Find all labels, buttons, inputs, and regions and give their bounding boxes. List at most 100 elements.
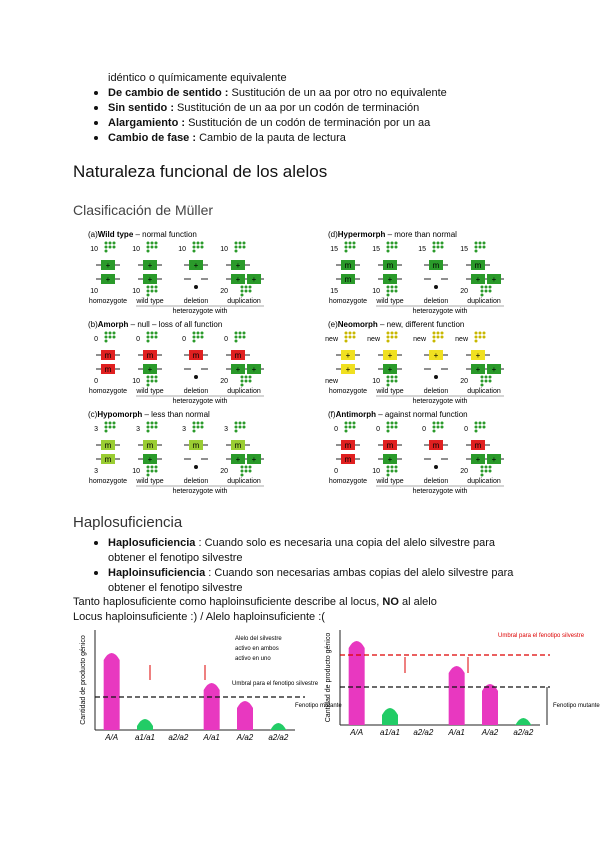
product-dot bbox=[348, 425, 352, 429]
product-dot bbox=[480, 383, 484, 387]
bullet-item: Sin sentido : Sustitución de un aa por u… bbox=[108, 101, 419, 115]
panel-title-part: Amorph bbox=[98, 320, 129, 329]
product-dot bbox=[432, 249, 436, 253]
panel-title-part: – new, different function bbox=[378, 320, 465, 329]
bullet-item: Haploinsuficiencia : Cuando son necesari… bbox=[108, 566, 513, 580]
panel-title-part: – more than normal bbox=[385, 230, 457, 239]
panel-title-part: Hypermorph bbox=[338, 230, 386, 239]
product-dot bbox=[440, 335, 444, 339]
product-dot bbox=[386, 379, 390, 383]
gene-box bbox=[341, 364, 355, 374]
gene-letter: + bbox=[148, 455, 153, 464]
product-dot bbox=[150, 289, 154, 293]
product-dot bbox=[146, 375, 150, 379]
term: Haplosuficiencia bbox=[108, 537, 196, 549]
gene-letter: m bbox=[345, 261, 352, 270]
threshold-label: Umbral para el fenotipo silvestre bbox=[498, 633, 585, 639]
product-dot bbox=[394, 245, 398, 249]
product-bar bbox=[348, 641, 365, 725]
gene-letter: m bbox=[193, 441, 200, 450]
column-label: deletion bbox=[184, 298, 209, 305]
product-count: 10 bbox=[372, 288, 380, 295]
column-label: duplication bbox=[227, 478, 261, 485]
x-label: a2/a2 bbox=[413, 728, 434, 737]
product-dot bbox=[434, 285, 438, 289]
gene-letter: m bbox=[235, 441, 242, 450]
product-dot bbox=[436, 245, 440, 249]
column-label: deletion bbox=[184, 388, 209, 395]
product-dot bbox=[474, 241, 478, 245]
product-dot bbox=[386, 383, 390, 387]
product-dot bbox=[352, 425, 356, 429]
heterozygote-label: heterozygote with bbox=[173, 398, 228, 405]
product-dot bbox=[480, 293, 484, 297]
text: Locus haploinsuficiente :) / Alelo haplo… bbox=[73, 611, 325, 623]
product-dot bbox=[234, 421, 238, 425]
column-label: homozygote bbox=[89, 298, 127, 305]
product-dot bbox=[192, 429, 196, 433]
product-dot bbox=[238, 425, 242, 429]
product-dot bbox=[146, 339, 150, 343]
product-dot bbox=[488, 379, 492, 383]
gene-box bbox=[383, 454, 397, 464]
text: : Cuando solo es necesaria una copia del… bbox=[195, 537, 496, 549]
bullet-item: Cambio de fase : Cambio de la pauta de l… bbox=[108, 131, 346, 145]
gene-box bbox=[231, 364, 245, 374]
bullet bbox=[94, 91, 98, 95]
product-dot bbox=[432, 245, 436, 249]
text: obtener el fenotipo silvestre bbox=[108, 552, 243, 564]
gene-box bbox=[231, 260, 245, 270]
product-dot bbox=[112, 245, 116, 249]
product-dot bbox=[386, 375, 390, 379]
product-dot bbox=[390, 465, 394, 469]
product-dot bbox=[390, 245, 394, 249]
gene-box bbox=[471, 260, 485, 270]
product-dot bbox=[146, 429, 150, 433]
gene-box bbox=[341, 260, 355, 270]
product-dot bbox=[480, 465, 484, 469]
gene-box bbox=[143, 350, 157, 360]
gene-box bbox=[429, 350, 443, 360]
product-dot bbox=[480, 285, 484, 289]
product-dot bbox=[390, 425, 394, 429]
column-label: duplication bbox=[227, 298, 261, 305]
column-label: homozygote bbox=[89, 388, 127, 395]
gene-letter: + bbox=[434, 351, 439, 360]
gene-box bbox=[471, 364, 485, 374]
product-dot bbox=[386, 285, 390, 289]
product-dot bbox=[394, 379, 398, 383]
product-dot bbox=[150, 379, 154, 383]
product-count: 15 bbox=[418, 246, 426, 253]
product-dot bbox=[104, 335, 108, 339]
product-dot bbox=[192, 339, 196, 343]
product-count: 3 bbox=[94, 468, 98, 475]
product-dot bbox=[394, 331, 398, 335]
gene-box bbox=[247, 454, 261, 464]
column-label: homozygote bbox=[329, 298, 367, 305]
gene-box bbox=[471, 350, 485, 360]
product-dot bbox=[196, 241, 200, 245]
gene-box bbox=[231, 274, 245, 284]
product-dot bbox=[488, 469, 492, 473]
panel-title: (d)Hypermorph – more than normal bbox=[328, 230, 457, 239]
x-label: a1/a1 bbox=[380, 728, 400, 737]
panel-title-part: Antimorph bbox=[336, 410, 377, 419]
product-dot bbox=[394, 469, 398, 473]
product-count: new bbox=[367, 336, 381, 343]
product-dot bbox=[436, 425, 440, 429]
product-dot bbox=[196, 421, 200, 425]
product-count: 10 bbox=[220, 246, 228, 253]
product-dot bbox=[104, 241, 108, 245]
product-bar bbox=[382, 708, 398, 725]
column-label: deletion bbox=[184, 478, 209, 485]
product-dot bbox=[146, 245, 150, 249]
y-axis-label: Cantidad de producto génico bbox=[325, 633, 332, 723]
product-dot bbox=[482, 425, 486, 429]
product-dot bbox=[386, 331, 390, 335]
product-dot bbox=[108, 421, 112, 425]
gene-box bbox=[383, 274, 397, 284]
product-dot bbox=[154, 379, 158, 383]
product-dot bbox=[112, 335, 116, 339]
product-count: 10 bbox=[132, 378, 140, 385]
product-dot bbox=[386, 293, 390, 297]
